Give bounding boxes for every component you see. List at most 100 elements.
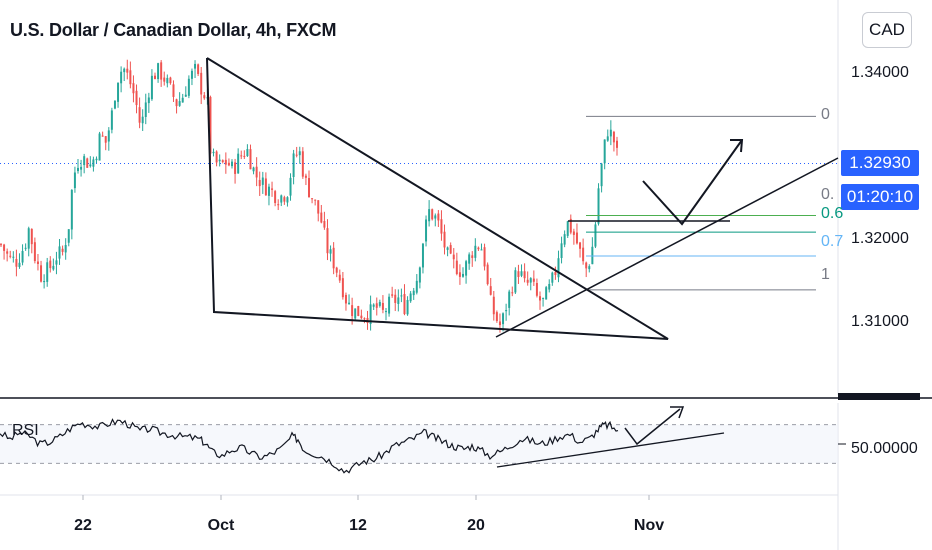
candle-body [286, 197, 289, 203]
candle-body [480, 249, 483, 251]
candle-body [335, 267, 338, 273]
candle-body [612, 131, 615, 143]
candle-body [9, 255, 12, 257]
currency-button[interactable]: CAD [862, 12, 912, 48]
candle-body [24, 247, 27, 249]
candle-body [255, 166, 258, 178]
candle-body [320, 212, 323, 223]
candle-body [46, 262, 49, 282]
candle-body [360, 315, 363, 319]
candle-body [449, 245, 452, 254]
candle-body [520, 271, 523, 276]
candle-body [86, 158, 89, 168]
candle-body [267, 186, 270, 196]
candle-body [227, 162, 230, 166]
candle-body [428, 209, 431, 222]
candle-body [27, 228, 30, 249]
candle-body [194, 63, 197, 69]
rsi-projection-arrowhead [670, 406, 685, 419]
candle-body [187, 78, 190, 96]
candle-body [212, 151, 215, 154]
candle-body [123, 68, 126, 73]
candle-body [15, 258, 18, 267]
candle-body [545, 287, 548, 300]
candle-body [446, 247, 449, 250]
candle-body [508, 291, 511, 308]
pane-divider-handle [838, 393, 920, 400]
candle-body [147, 97, 150, 104]
candle-body [425, 219, 428, 242]
candle-body [535, 282, 538, 296]
candle-body [304, 175, 307, 178]
candle-body [224, 159, 227, 165]
candle-body [132, 83, 135, 94]
rsi-tick: 50.00000 [851, 440, 918, 457]
candle-body [49, 260, 52, 269]
candle-body [33, 242, 36, 262]
candle-body [529, 278, 532, 283]
candle-body [234, 162, 237, 174]
rsi-pane[interactable] [0, 418, 846, 474]
candle-body [258, 179, 261, 187]
candle-body [511, 292, 514, 294]
candle-body [523, 271, 526, 279]
x-tick: 22 [74, 517, 92, 534]
candle-body [594, 224, 597, 247]
candle-body [67, 229, 70, 243]
candle-body [443, 231, 446, 248]
candle-body [354, 308, 357, 319]
candle-body [452, 254, 455, 260]
candle-body [249, 149, 252, 170]
candle-body [468, 254, 471, 264]
rsi-line [0, 418, 619, 474]
candle-body [129, 70, 132, 85]
candle-body [492, 296, 495, 315]
candle-body [209, 96, 212, 154]
candle-body [280, 195, 283, 203]
candle-body [548, 283, 551, 290]
candle-body [36, 261, 39, 264]
candle-body [465, 261, 468, 276]
candle-body [603, 139, 606, 164]
candle-body [181, 97, 184, 103]
candle-body [375, 303, 378, 308]
candle-body [551, 272, 554, 283]
candle-body [150, 75, 153, 100]
candle-body [597, 188, 600, 224]
candle-body [560, 243, 563, 259]
candle-body [498, 321, 501, 326]
candle-body [95, 158, 98, 161]
candle-body [292, 153, 295, 178]
candle-body [6, 251, 9, 254]
candle-body [539, 296, 541, 301]
candle-body [418, 267, 421, 283]
candle-body [554, 272, 557, 276]
candle-body [12, 256, 15, 258]
candle-body [351, 305, 354, 317]
fib-label-1: 1 [821, 266, 830, 283]
candle-body [397, 297, 400, 304]
candle-body [341, 278, 344, 298]
candle-body [43, 281, 46, 283]
candle-body [486, 264, 489, 285]
candle-body [591, 246, 594, 265]
candle-body [184, 94, 187, 97]
candle-body [582, 247, 585, 262]
candle-body [495, 312, 498, 322]
current-price-tag: 1.32930 [841, 150, 919, 176]
candle-body [477, 247, 480, 250]
candle-body [489, 286, 492, 295]
candle-body [92, 159, 95, 167]
candle-body [178, 101, 181, 106]
rsi-projection-path [624, 408, 681, 446]
x-tick: Oct [207, 517, 235, 534]
candle-body [237, 153, 240, 174]
candle-body [246, 149, 249, 157]
fib-label-0786: 0.7 [821, 233, 844, 250]
candle-body [462, 273, 464, 277]
candle-body [338, 274, 341, 281]
candle-body [332, 247, 335, 269]
rsi-label: RSI [12, 422, 39, 439]
